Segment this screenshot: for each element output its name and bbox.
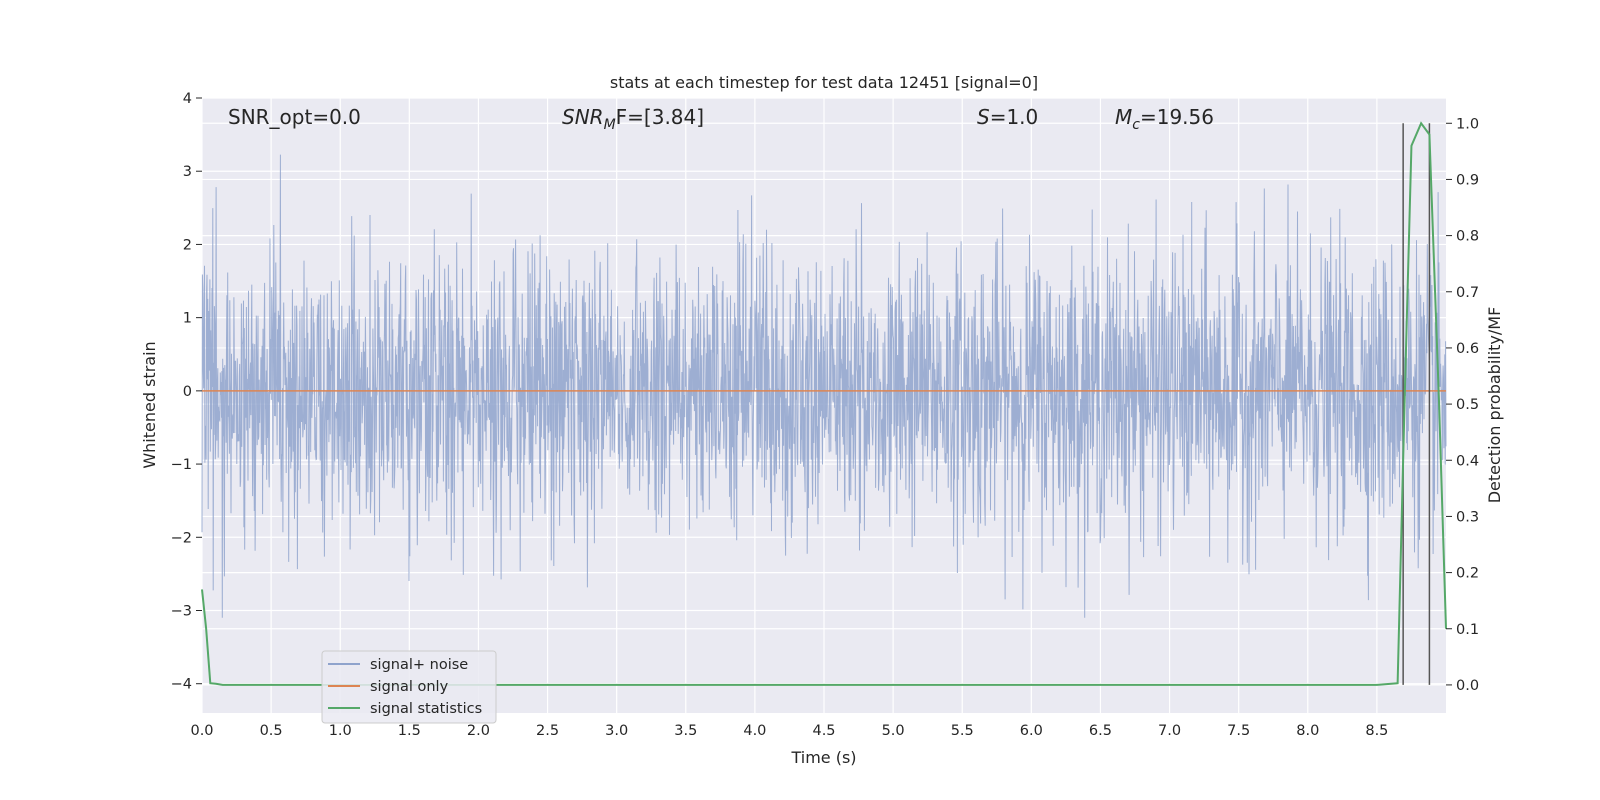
- y2-tick-label: 0.1: [1456, 622, 1479, 638]
- x-tick-label: 2.0: [467, 723, 490, 739]
- annotation-mc: Mc=19.56: [1115, 105, 1214, 133]
- x-tick-label: 3.0: [605, 723, 628, 739]
- legend-box: [321, 650, 497, 724]
- y-tick-label: −3: [171, 604, 192, 620]
- y2-tick-label: 0.7: [1456, 285, 1479, 301]
- x-tick-label: 5.5: [951, 723, 974, 739]
- y2-tick-label: 0.6: [1456, 341, 1479, 357]
- annotation-snr-opt: SNR_opt=0.0: [228, 105, 361, 129]
- y2-tick-label: 0.5: [1456, 397, 1479, 413]
- y-tick-label: 3: [183, 164, 192, 180]
- y-axis-label: Whitened strain: [140, 341, 159, 468]
- y2-tick-label: 0.2: [1456, 566, 1479, 582]
- series-lines: [201, 121, 1447, 686]
- y-tick-label: 0: [183, 384, 192, 400]
- x-tick-label: 8.0: [1296, 723, 1319, 739]
- legend-label-noise: signal+ noise: [370, 657, 468, 673]
- x-tick-label: 1.0: [329, 723, 352, 739]
- annotation-s: S=1.0: [977, 105, 1038, 129]
- x-tick-label: 3.5: [674, 723, 697, 739]
- x-tick-label: 8.5: [1365, 723, 1388, 739]
- y2-tick-label: 0.9: [1456, 172, 1479, 188]
- x-tick-label: 0.0: [190, 723, 213, 739]
- signal-noise-line: [201, 154, 1447, 618]
- y2-tick-label: 1.0: [1456, 116, 1479, 132]
- chart-title: stats at each timestep for test data 124…: [610, 73, 1038, 92]
- y-tick-label: −2: [171, 530, 192, 546]
- y-tick-label: −4: [171, 677, 192, 693]
- legend-label-signal: signal only: [370, 679, 449, 695]
- y2-tick-label: 0.4: [1456, 453, 1479, 469]
- y-tick-label: 1: [183, 311, 192, 327]
- y2-tick-label: 0.8: [1456, 229, 1479, 245]
- y-tick-label: 4: [183, 91, 192, 107]
- x-tick-label: 0.5: [260, 723, 283, 739]
- x-tick-label: 2.5: [536, 723, 559, 739]
- signal-noise-series: [201, 154, 1447, 618]
- x-tick-label: 7.5: [1227, 723, 1250, 739]
- x-tick-label: 4.5: [812, 723, 835, 739]
- x-tick-label: 6.0: [1020, 723, 1043, 739]
- x-tick-label: 5.0: [882, 723, 905, 739]
- x-tick-label: 7.0: [1158, 723, 1181, 739]
- y-tick-label: −1: [171, 457, 192, 473]
- y-tick-label: 2: [183, 237, 192, 253]
- signal-statistics-line: [201, 121, 1447, 686]
- y2-axis-label: Detection probability/MF: [1485, 307, 1504, 504]
- x-axis-label: Time (s): [790, 748, 856, 767]
- y2-tick-label: 0.0: [1456, 678, 1479, 694]
- x-tick-label: 4.0: [743, 723, 766, 739]
- ticks: 0.0 0.5 1.0 1.5 2.0 2.5 3.0 3.5 4.0 4.5 5.0 5.5 6.0 6…: [171, 91, 1479, 739]
- x-tick-label: 6.5: [1089, 723, 1112, 739]
- annotation-snr-mf: SNRMF=[3.84]: [562, 105, 704, 133]
- y2-tick-label: 0.3: [1456, 509, 1479, 525]
- legend-label-stats: signal statistics: [370, 701, 482, 717]
- legend: signal+ noise signal only signal statist…: [321, 650, 497, 724]
- x-tick-label: 1.5: [398, 723, 421, 739]
